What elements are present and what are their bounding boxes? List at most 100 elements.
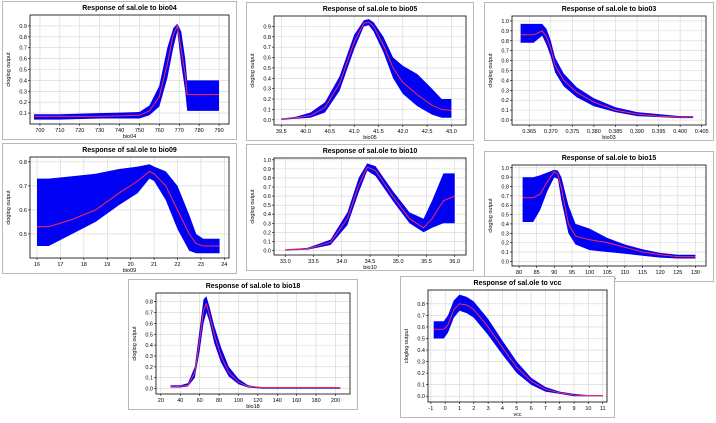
y-tick-label: 0.3 — [501, 88, 509, 94]
x-tick-label: 110 — [620, 270, 629, 276]
chart-title: Response of sal.ole to bio05 — [323, 6, 418, 13]
plot-frame — [427, 289, 608, 403]
y-tick-label: 0.1 — [501, 108, 509, 114]
y-tick-label: 0.7 — [417, 313, 425, 319]
x-tick-label: 33.5 — [308, 259, 319, 265]
y-axis-label: cloglog output — [132, 326, 138, 361]
y-tick-label: 0.4 — [19, 78, 27, 84]
y-tick-label: 0.9 — [263, 24, 271, 30]
x-tick-label: 23 — [198, 262, 204, 268]
mean-response-line — [170, 302, 341, 388]
panel-bio09: 16 17 18 19 20 21 22 23 24 0.5 0.6 0.7 0.8 Response o… — [2, 143, 237, 274]
panel-bio05: 39.5 40.0 40.5 41.0 41.5 42.0 42.5 43.0 0.0 0.1 0.… — [246, 2, 474, 141]
y-tick-label: 0.0 — [145, 387, 153, 393]
y-tick-label: 0.3 — [145, 354, 153, 360]
confidence-band — [281, 19, 452, 120]
y-tick-label: 0.7 — [263, 185, 271, 191]
x-tick-label: 5 — [515, 406, 518, 412]
x-tick-label: 125 — [673, 270, 682, 276]
x-tick-label: 43.0 — [446, 129, 457, 135]
x-tick-label: 33.0 — [280, 259, 291, 265]
chart-title: Response of sal.ole to vcc — [474, 280, 562, 287]
x-tick-label: 19 — [104, 262, 110, 268]
x-tick-label: 20 — [128, 262, 134, 268]
x-tick-label: 120 — [656, 270, 665, 276]
x-tick-label: 140 — [273, 398, 282, 404]
x-tick-label: 200 — [331, 398, 340, 404]
y-tick-label: 0.6 — [19, 208, 27, 214]
y-tick-label: 0.2 — [263, 97, 271, 103]
x-tick-label: 740 — [115, 128, 124, 134]
x-tick-label: 60 — [197, 398, 203, 404]
y-tick-label: 0.5 — [263, 66, 271, 72]
y-tick-label: 0.2 — [501, 98, 509, 104]
y-tick-label: 0.6 — [145, 321, 153, 327]
x-tick-label: 0.405 — [695, 129, 709, 135]
chart-title: Response of sal.ole to bio15 — [562, 155, 657, 162]
y-tick-label: 0.0 — [417, 394, 425, 400]
x-axis-label: bio09 — [123, 268, 136, 274]
chart-bio15: 80 85 90 95 100 105 110 115 120 125 130 0.0 0.1 0.2 0.… — [488, 155, 707, 282]
y-tick-label: 0.5 — [19, 232, 27, 238]
x-tick-label: 80 — [216, 398, 222, 404]
x-tick-label: 180 — [311, 398, 320, 404]
chart-bio04: 700 710 720 730 740 750 760 770 780 790 0.1 0.2 0.3 0… — [6, 5, 230, 140]
y-tick-label: 0.5 — [263, 203, 271, 209]
chart-vcc: -1 0 1 2 3 4 5 6 7 8 9 10 11 0.0 0.1 0.2 0.3 0.4 0.5 0.6 0.7… — [404, 280, 608, 418]
mean-response-line — [34, 24, 219, 117]
x-tick-label: 105 — [603, 270, 612, 276]
y-tick-label: 0.0 — [263, 248, 271, 254]
x-tick-label: 40.0 — [300, 129, 311, 135]
x-tick-label: 770 — [175, 128, 184, 134]
x-tick-label: 35.5 — [421, 259, 432, 265]
y-tick-label: 0.3 — [501, 231, 509, 237]
y-tick-label: 1.0 — [501, 19, 509, 25]
mean-response-line — [433, 303, 603, 397]
x-tick-label: 10 — [585, 406, 591, 412]
y-tick-label: 0.4 — [417, 348, 425, 354]
panel-bio10: 33.0 33.5 34.0 34.5 35.0 35.5 36.0 0.0 0.1 0.2 0.3… — [246, 144, 474, 271]
y-tick-label: 0.7 — [19, 46, 27, 52]
x-tick-label: 22 — [174, 262, 180, 268]
chart-bio05: 39.5 40.0 40.5 41.0 41.5 42.0 42.5 43.0 0.0 0.1 0.… — [250, 6, 467, 141]
y-tick-label: 0.9 — [263, 167, 271, 173]
y-tick-label: 0.5 — [501, 69, 509, 75]
confidence-band — [170, 296, 341, 389]
x-tick-label: 100 — [234, 398, 243, 404]
x-tick-label: 0.385 — [609, 129, 623, 135]
chart-title: Response of sal.ole to bio04 — [82, 5, 177, 12]
y-axis-label: cloglog output — [488, 53, 494, 88]
x-tick-label: 0.395 — [652, 129, 666, 135]
x-tick-label: 18 — [81, 262, 87, 268]
y-tick-label: 0.3 — [19, 89, 27, 95]
y-tick-label: 0.8 — [501, 39, 509, 45]
plot-frame — [29, 156, 230, 259]
x-tick-label: 710 — [55, 128, 64, 134]
plot-frame — [273, 15, 467, 126]
x-tick-label: 42.0 — [397, 129, 408, 135]
x-tick-label: 21 — [151, 262, 157, 268]
y-tick-label: 0.7 — [263, 45, 271, 51]
y-tick-label: 0.2 — [145, 365, 153, 371]
x-axis-label: bio03 — [602, 135, 615, 141]
y-tick-label: 0.2 — [417, 371, 425, 377]
x-tick-label: 115 — [638, 270, 647, 276]
x-tick-label: 17 — [57, 262, 63, 268]
y-tick-label: 0.5 — [501, 213, 509, 219]
chart-title: Response of sal.ole to bio18 — [206, 283, 301, 290]
y-tick-label: 0.8 — [19, 35, 27, 41]
y-tick-label: 1.0 — [501, 166, 509, 172]
x-tick-label: 120 — [253, 398, 262, 404]
x-axis-label: vcc — [513, 412, 522, 418]
x-tick-label: 790 — [214, 128, 223, 134]
grid — [156, 293, 350, 394]
x-tick-label: 85 — [534, 270, 540, 276]
confidence-band — [34, 23, 219, 120]
confidence-band — [37, 164, 220, 254]
chart-bio03: 0.365 0.370 0.375 0.380 0.385 0.390 0.395 0.400… — [488, 6, 709, 141]
x-tick-label: 80 — [516, 270, 522, 276]
y-tick-label: 0.6 — [263, 194, 271, 200]
y-tick-label: 0.8 — [263, 35, 271, 41]
y-tick-label: 0.6 — [501, 59, 509, 65]
chart-title: Response of sal.ole to bio03 — [562, 6, 657, 13]
